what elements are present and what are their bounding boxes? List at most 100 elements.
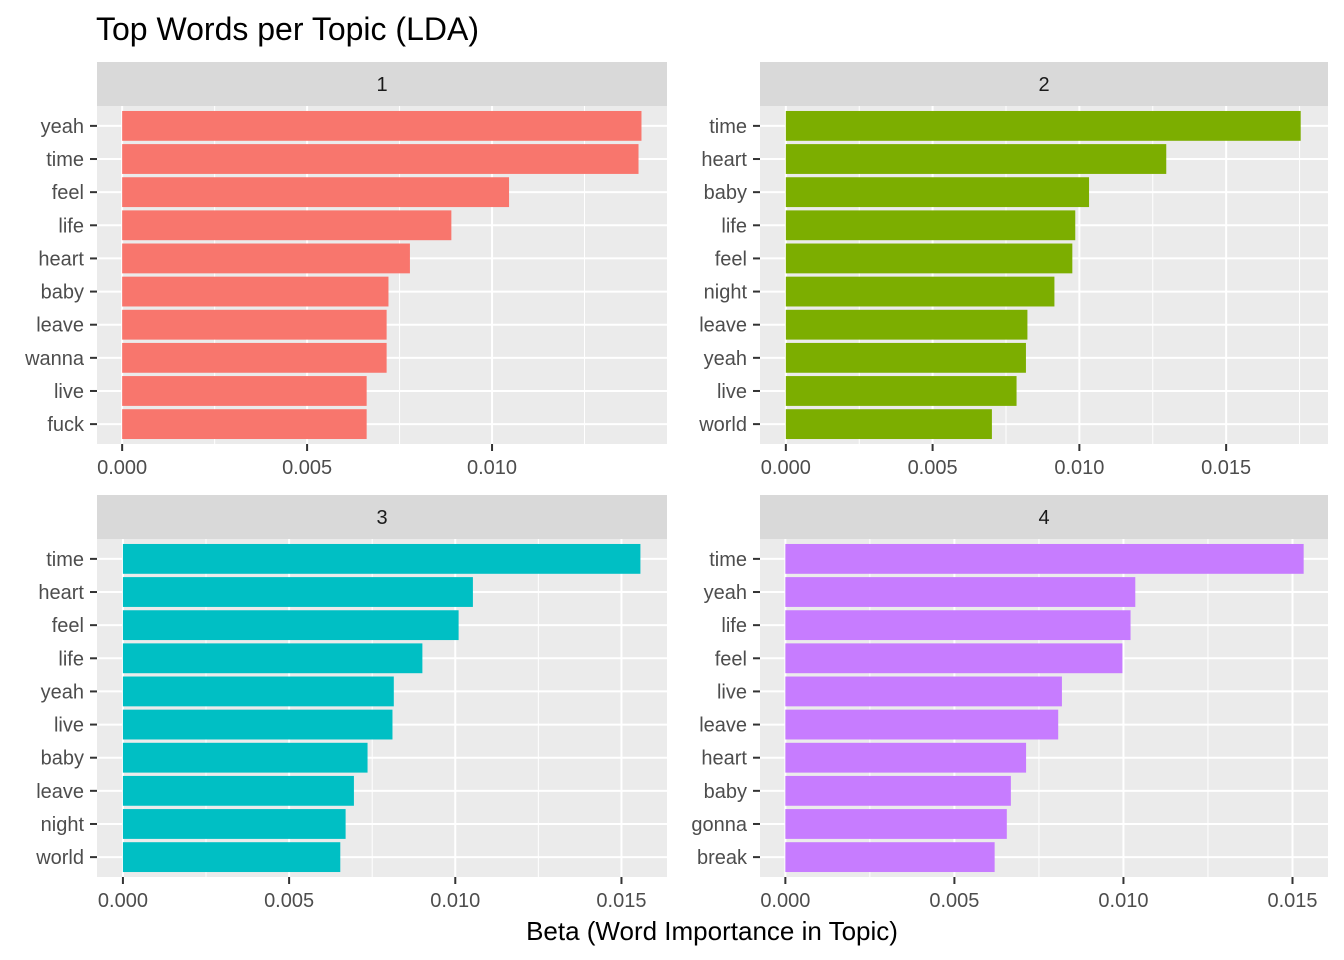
facet-strip <box>97 495 667 539</box>
bar-yeah <box>785 342 1026 373</box>
x-tick-label: 0.000 <box>761 457 811 479</box>
y-tick-label: leave <box>36 315 84 337</box>
y-tick-label: leave <box>36 781 84 803</box>
y-tick-label: world <box>35 847 84 869</box>
y-tick-label: wanna <box>24 348 85 370</box>
bar-baby <box>785 177 1090 208</box>
bar-wanna <box>122 342 387 373</box>
bar-leave <box>785 309 1028 340</box>
y-tick-label: live <box>54 381 84 403</box>
bar-feel <box>785 243 1073 274</box>
bar-heart <box>785 742 1027 773</box>
x-tick-label: 0.000 <box>760 890 810 912</box>
bar-feel <box>785 643 1123 674</box>
bar-life <box>785 610 1131 641</box>
bar-feel <box>122 610 459 641</box>
x-tick-label: 0.005 <box>908 457 958 479</box>
bar-live <box>785 676 1062 707</box>
y-tick-label: heart <box>38 248 84 270</box>
y-tick-label: gonna <box>691 814 747 836</box>
facet-strip-label: 2 <box>1038 74 1049 96</box>
x-tick-label: 0.005 <box>264 890 314 912</box>
y-tick-label: heart <box>701 748 747 770</box>
bar-night <box>785 276 1055 307</box>
y-tick-label: baby <box>704 182 747 204</box>
bar-fuck <box>122 409 367 440</box>
y-tick-label: leave <box>699 315 747 337</box>
y-tick-label: world <box>698 414 747 436</box>
y-tick-label: yeah <box>41 116 84 138</box>
bar-gonna <box>785 809 1007 839</box>
x-tick-label: 0.010 <box>1054 457 1104 479</box>
facet-panel-1: 1 yeah time feel life heart baby leave wanna live… <box>24 62 667 479</box>
bar-night <box>122 809 346 839</box>
facet-panel-4: 4 time yeah life feel live leave heart baby gonna… <box>691 495 1328 912</box>
y-tick-label: yeah <box>704 348 747 370</box>
facet-strip <box>97 62 667 106</box>
bar-world <box>785 409 992 440</box>
bar-world <box>122 842 341 873</box>
bar-time <box>785 110 1301 141</box>
y-tick-label: life <box>58 648 84 670</box>
y-tick-label: live <box>717 381 747 403</box>
facet-strip <box>760 495 1328 539</box>
bar-feel <box>122 177 510 208</box>
x-tick-label: 0.010 <box>1098 890 1148 912</box>
facet-strip <box>760 62 1328 106</box>
bar-break <box>785 842 995 873</box>
bar-yeah <box>122 676 394 707</box>
y-tick-label: baby <box>41 282 84 304</box>
bar-leave <box>785 709 1059 740</box>
bar-live <box>785 376 1017 406</box>
y-tick-label: fuck <box>47 414 85 436</box>
y-tick-label: baby <box>41 748 84 770</box>
y-tick-label: yeah <box>704 582 747 604</box>
x-tick-label: 0.010 <box>430 890 480 912</box>
y-tick-label: night <box>41 814 85 836</box>
bar-life <box>785 210 1076 241</box>
y-tick-label: feel <box>715 248 747 270</box>
bar-life <box>122 210 452 241</box>
y-tick-label: life <box>721 615 747 637</box>
y-tick-label: time <box>709 116 747 138</box>
y-tick-label: baby <box>704 781 747 803</box>
x-tick-label: 0.010 <box>467 457 517 479</box>
x-tick-label: 0.015 <box>1267 890 1317 912</box>
y-tick-label: feel <box>715 648 747 670</box>
bar-heart <box>122 577 473 607</box>
y-tick-label: time <box>46 149 84 171</box>
x-tick-label: 0.005 <box>929 890 979 912</box>
x-tick-label: 0.000 <box>97 457 147 479</box>
bar-leave <box>122 775 354 806</box>
bar-live <box>122 709 393 740</box>
y-tick-label: heart <box>38 582 84 604</box>
x-tick-label: 0.015 <box>596 890 646 912</box>
y-tick-label: life <box>721 215 747 237</box>
facet-panel-3: 3 time heart feel life yeah live baby leave night… <box>35 495 667 912</box>
bar-time <box>785 543 1304 574</box>
facet-panels: 1 yeah time feel life heart baby leave wanna live… <box>24 62 1328 912</box>
y-tick-label: live <box>717 681 747 703</box>
bar-leave <box>122 309 387 340</box>
bar-life <box>122 643 423 674</box>
y-tick-label: feel <box>52 182 84 204</box>
y-tick-label: heart <box>701 149 747 171</box>
y-tick-label: night <box>704 282 748 304</box>
facet-panel-2: 2 time heart baby life feel night leave yeah live… <box>698 62 1328 479</box>
x-axis-title: Beta (Word Importance in Topic) <box>526 916 898 946</box>
bar-baby <box>122 742 368 773</box>
bar-time <box>122 144 639 174</box>
bar-baby <box>122 276 389 307</box>
bar-heart <box>785 144 1167 174</box>
y-tick-label: feel <box>52 615 84 637</box>
facet-strip-label: 4 <box>1038 507 1049 529</box>
bar-yeah <box>122 110 642 141</box>
x-tick-label: 0.015 <box>1201 457 1251 479</box>
bar-yeah <box>785 577 1136 607</box>
y-tick-label: yeah <box>41 681 84 703</box>
y-tick-label: break <box>697 847 748 869</box>
x-tick-label: 0.000 <box>98 890 148 912</box>
x-tick-label: 0.005 <box>282 457 332 479</box>
facet-strip-label: 3 <box>376 507 387 529</box>
